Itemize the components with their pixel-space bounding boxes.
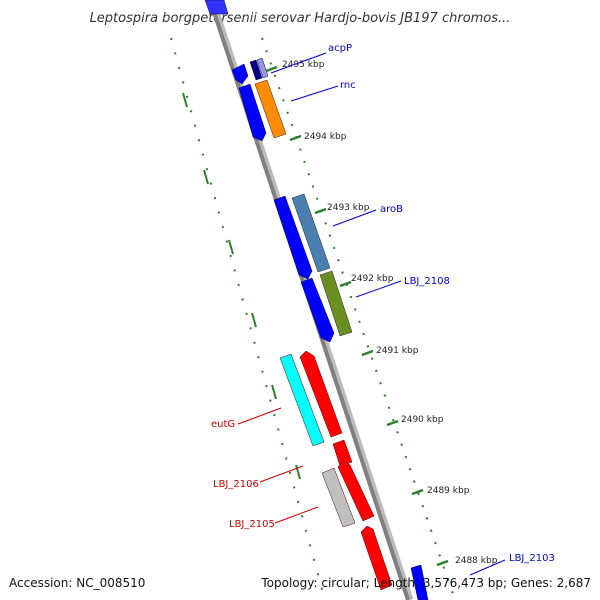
label-LBJ_2103: LBJ_2103 [509, 553, 555, 564]
gene-LBJ_2105-red [337, 460, 375, 522]
label-eutG: eutG [211, 419, 235, 430]
gene-blue-2 [273, 195, 313, 280]
topology-text: Topology: circular; Length: 3,576,473 bp… [260, 576, 591, 590]
tick-label-2493: 2493 kbp [327, 203, 370, 213]
tick-2495 [265, 65, 278, 73]
scale-tick-labels: 2495 kbp 2494 kbp 2493 kbp 2492 kbp 2491… [282, 60, 498, 566]
gene-eutG [279, 353, 325, 447]
label-aroB: aroB [380, 204, 403, 215]
label-rnc: rnc [340, 80, 356, 91]
gene-red-1 [299, 350, 343, 438]
tick-label-2489: 2489 kbp [427, 486, 470, 496]
gene-red-2 [332, 439, 353, 467]
tick-2488 [436, 559, 449, 567]
gene-blue-1 [238, 83, 267, 142]
label-LBJ_2108: LBJ_2108 [404, 276, 450, 287]
gene-labels: acpP rnc aroB LBJ_2108 eutG LBJ_2106 LBJ… [211, 43, 555, 564]
tick-2490 [386, 419, 399, 427]
label-LBJ_2106: LBJ_2106 [213, 479, 259, 490]
tick-2492 [339, 280, 352, 288]
leader-eutG [237, 407, 282, 425]
tick-label-2492: 2492 kbp [351, 274, 394, 284]
leader-aroB [332, 209, 377, 227]
map-title: Leptospira borgpetersenii serovar Hardjo… [90, 11, 511, 26]
gene-rnc [254, 79, 287, 139]
gene-aroB [291, 193, 331, 273]
gene-top-edge [204, 0, 229, 15]
forward-strand-genes [204, 0, 429, 600]
named-forward-genes [254, 79, 353, 337]
tick-2493 [314, 207, 327, 215]
reverse-strand-genes [279, 350, 393, 591]
outer-dotted-track [170, 37, 326, 600]
leader-LBJ_2105 [274, 506, 319, 524]
gene-blue-3 [300, 277, 335, 343]
gene-LBJ_2108 [319, 270, 353, 337]
gene-acpP-arrow [231, 63, 249, 85]
accession-text: Accession: NC_008510 [9, 576, 145, 590]
tick-label-2488: 2488 kbp [455, 556, 498, 566]
leader-LBJ_2106 [259, 465, 304, 483]
leader-lines [237, 52, 506, 576]
scale-dotted-track [261, 37, 456, 600]
label-LBJ_2105: LBJ_2105 [229, 519, 275, 530]
tick-2494 [289, 134, 302, 142]
gene-acpP-light [256, 57, 269, 79]
tick-label-2491: 2491 kbp [376, 346, 419, 356]
gene-LBJ_2106-grey [321, 467, 356, 528]
gene-red-4 [360, 525, 393, 591]
tick-label-2490: 2490 kbp [401, 415, 444, 425]
scale-ticks [265, 65, 449, 567]
tick-2491 [361, 349, 374, 357]
leader-LBJ_2108 [355, 280, 402, 298]
tick-label-2494: 2494 kbp [304, 132, 347, 142]
tick-label-2495: 2495 kbp [282, 60, 325, 70]
tick-2489 [411, 488, 424, 496]
label-acpP: acpP [328, 43, 352, 54]
leader-LBJ_2103 [469, 559, 506, 576]
leader-rnc [290, 85, 339, 102]
outer-track-ticks [182, 92, 301, 480]
gene-LBJ_2103 [410, 564, 429, 600]
leader-acpP [270, 52, 327, 74]
gene-small-dark [249, 59, 263, 81]
